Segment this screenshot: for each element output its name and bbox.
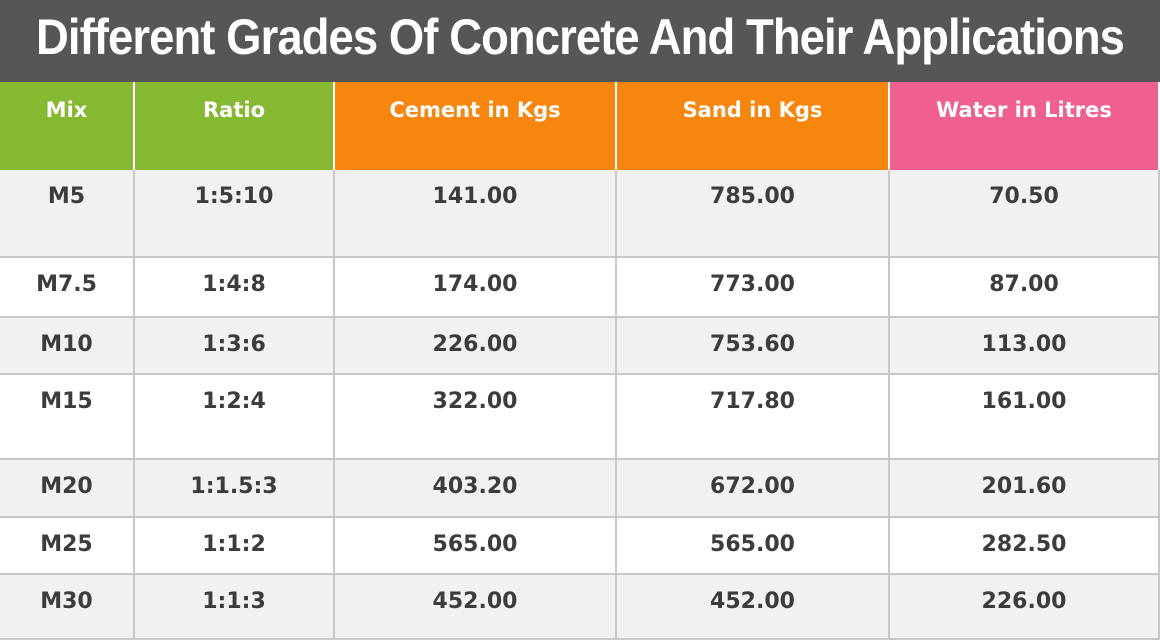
table-cell: 1:4:8 <box>135 258 335 318</box>
table-cell: 226.00 <box>890 575 1160 640</box>
column-header: Cement in Kgs <box>335 82 617 170</box>
table-cell: 87.00 <box>890 258 1160 318</box>
table-cell: 403.20 <box>335 460 617 518</box>
table-cell: 773.00 <box>617 258 890 318</box>
table-cell: 452.00 <box>617 575 890 640</box>
table-cell: 717.80 <box>617 375 890 460</box>
table-cell: 1:5:10 <box>135 170 335 258</box>
column-header: Sand in Kgs <box>617 82 890 170</box>
table-cell: 565.00 <box>335 518 617 575</box>
table-cell: M25 <box>0 518 135 575</box>
table-cell: 322.00 <box>335 375 617 460</box>
table-cell: 226.00 <box>335 318 617 375</box>
table-cell: 1:2:4 <box>135 375 335 460</box>
table-cell: 161.00 <box>890 375 1160 460</box>
table-cell: 141.00 <box>335 170 617 258</box>
table-cell: M15 <box>0 375 135 460</box>
title: Different Grades Of Concrete And Their A… <box>36 9 1125 65</box>
table-cell: 282.50 <box>890 518 1160 575</box>
table-cell: 174.00 <box>335 258 617 318</box>
table-cell: 70.50 <box>890 170 1160 258</box>
column-header: Water in Litres <box>890 82 1160 170</box>
column-header: Mix <box>0 82 135 170</box>
table-cell: 452.00 <box>335 575 617 640</box>
table-cell: 672.00 <box>617 460 890 518</box>
table-cell: M5 <box>0 170 135 258</box>
table-cell: 1:1:2 <box>135 518 335 575</box>
table-cell: 785.00 <box>617 170 890 258</box>
table-cell: M20 <box>0 460 135 518</box>
table-cell: 1:1.5:3 <box>135 460 335 518</box>
column-header: Ratio <box>135 82 335 170</box>
table-cell: 1:1:3 <box>135 575 335 640</box>
table-cell: M10 <box>0 318 135 375</box>
table-cell: 1:3:6 <box>135 318 335 375</box>
table-cell: 113.00 <box>890 318 1160 375</box>
table-cell: 753.60 <box>617 318 890 375</box>
table-cell: 201.60 <box>890 460 1160 518</box>
title-bar: Different Grades Of Concrete And Their A… <box>0 0 1160 82</box>
table-cell: 565.00 <box>617 518 890 575</box>
table-cell: M7.5 <box>0 258 135 318</box>
table-cell: M30 <box>0 575 135 640</box>
